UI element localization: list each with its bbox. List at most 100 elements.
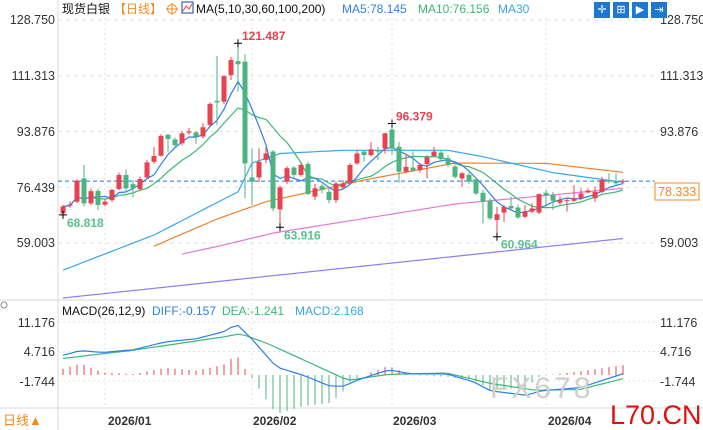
candle-body <box>459 173 465 179</box>
candle-body <box>501 206 507 213</box>
candle <box>515 204 521 220</box>
candle-body <box>585 190 591 193</box>
candle <box>151 147 157 164</box>
candle <box>459 171 465 187</box>
extreme-marker <box>493 232 501 241</box>
candle-body <box>508 205 514 209</box>
period-switch-button[interactable]: 日线▲ <box>3 413 42 428</box>
candle <box>88 188 94 205</box>
candle-body <box>347 164 353 183</box>
price-tick: 93.876 <box>17 125 55 139</box>
candle-body <box>95 190 101 205</box>
play-icon[interactable]: ▶ <box>632 2 648 18</box>
candle-body <box>207 103 213 126</box>
candle-body <box>270 151 276 209</box>
settings-icon[interactable] <box>0 301 8 309</box>
candle-body <box>424 157 430 165</box>
candle <box>529 203 535 214</box>
candle <box>249 148 255 205</box>
candle-body <box>494 214 500 220</box>
candle-body <box>277 187 283 210</box>
candle <box>473 177 479 196</box>
candle-body <box>431 151 437 157</box>
candle-body <box>144 162 150 178</box>
candle <box>599 176 605 194</box>
macd-params: MACD(26,12,9) <box>62 304 145 318</box>
extreme-label: 63.916 <box>284 228 321 242</box>
candle-body <box>375 149 381 152</box>
candle-body <box>445 158 451 165</box>
extreme-label: 60.964 <box>501 238 538 252</box>
exit-icon[interactable]: ⇥ <box>651 2 667 18</box>
l70-watermark: L70.CN <box>610 400 702 430</box>
candle-body <box>599 180 605 192</box>
candle <box>585 188 591 194</box>
candle <box>340 180 346 189</box>
candle-body <box>67 204 73 206</box>
candle-body <box>319 186 325 190</box>
candle-body <box>165 134 171 140</box>
candle-body <box>130 184 136 189</box>
extreme-label: 96.379 <box>396 109 433 123</box>
candle <box>578 188 584 201</box>
candle-body <box>473 179 479 194</box>
fx678-watermark: FX678 <box>490 372 593 405</box>
candle-body <box>179 133 185 144</box>
candle <box>158 134 164 157</box>
date-tick: 2026/04 <box>548 414 592 428</box>
candle <box>179 131 185 146</box>
candle <box>620 179 626 185</box>
price-tick: 111.313 <box>12 69 55 83</box>
candle-body <box>410 167 416 171</box>
candle-body <box>193 132 199 137</box>
ma10-line <box>62 107 624 209</box>
candle-body <box>613 181 619 184</box>
candle-body <box>214 100 220 103</box>
ma100-line <box>181 187 624 255</box>
candle-body <box>578 193 584 199</box>
period-switch-label[interactable]: 日线▲ <box>3 413 42 428</box>
candle-body <box>109 189 115 201</box>
range-icon[interactable]: ⊞ <box>613 2 629 18</box>
candle-body <box>158 135 164 156</box>
ma5-line <box>62 80 624 214</box>
moving-averages <box>62 80 624 299</box>
date-tick: 2026/03 <box>393 414 437 428</box>
date-axis: 2026/01 2026/02 2026/03 2026/04 <box>108 414 592 428</box>
candle <box>564 198 570 212</box>
price-tick: 59.003 <box>660 236 698 250</box>
candle-body <box>480 192 486 202</box>
diff-value: DIFF:-0.157 <box>152 304 216 318</box>
candle <box>424 155 430 179</box>
candle-body <box>564 200 570 202</box>
candle <box>487 198 493 220</box>
candle-body <box>536 194 542 213</box>
candle-body <box>221 76 227 102</box>
candle <box>305 161 311 196</box>
candle <box>109 188 115 203</box>
crosshair-icon[interactable]: ✛ <box>594 2 610 18</box>
ma-settings-icon[interactable] <box>181 1 194 14</box>
dea-line <box>62 333 624 391</box>
macd-pane <box>62 324 624 413</box>
candle-body <box>186 131 192 133</box>
chart-legend: 现货白银 【日线】 MA(5,10,30,60,100,200) MA5:78.… <box>62 1 530 16</box>
candle <box>613 173 619 186</box>
candle <box>116 172 122 191</box>
target-icon[interactable] <box>166 3 178 15</box>
ma60-line <box>153 162 624 247</box>
candle <box>431 146 437 157</box>
candle <box>81 164 87 207</box>
candle-body <box>606 180 612 182</box>
date-tick: 2026/02 <box>253 414 297 428</box>
candle-body <box>361 151 367 156</box>
candle <box>263 147 269 164</box>
candle <box>123 169 129 192</box>
candle-body <box>81 178 87 204</box>
candle <box>186 127 192 135</box>
candle <box>389 123 395 156</box>
candle <box>130 180 136 198</box>
candle <box>165 133 171 152</box>
candle-body <box>354 153 360 164</box>
